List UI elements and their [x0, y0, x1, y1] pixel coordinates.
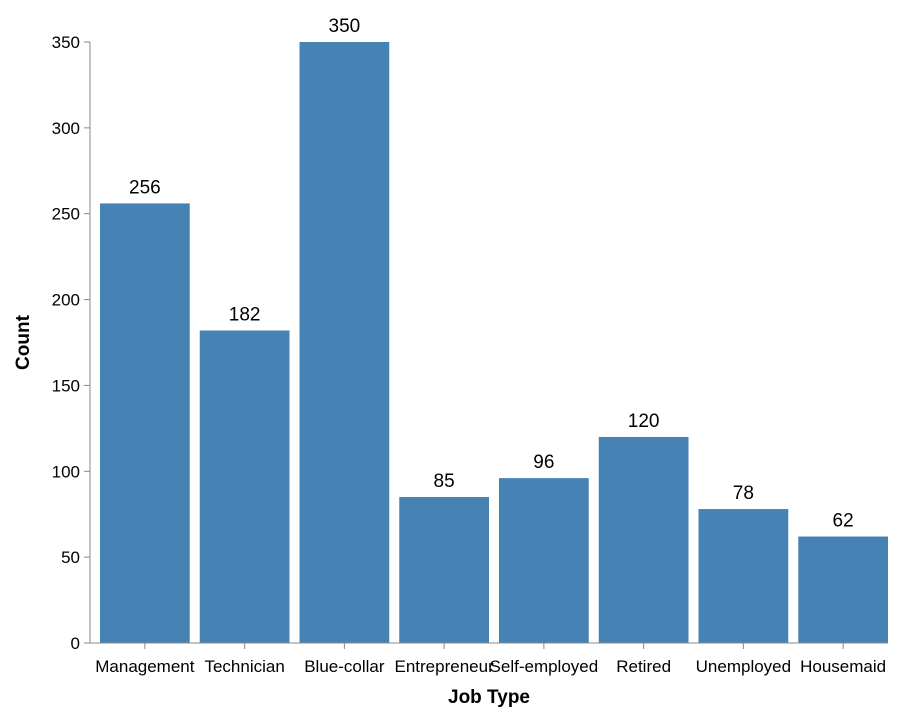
x-tick-label: Unemployed: [696, 657, 791, 676]
y-tick-label: 200: [52, 291, 80, 310]
bar-retired: [598, 436, 689, 643]
x-tick-label: Housemaid: [800, 657, 886, 676]
x-axis-title: Job Type: [448, 687, 530, 708]
data-label: 182: [229, 304, 261, 325]
x-tick-label: Retired: [616, 657, 671, 676]
bar-entrepreneur: [399, 497, 489, 643]
data-label: 85: [434, 471, 455, 492]
y-tick-label: 100: [52, 462, 80, 481]
data-label: 78: [733, 483, 754, 504]
y-tick-label: 350: [52, 33, 80, 52]
x-tick-label: Technician: [204, 657, 284, 676]
data-label: 350: [329, 16, 361, 37]
bars-group: [100, 42, 888, 643]
bar-technician: [199, 330, 290, 643]
bar-blue-collar: [299, 42, 390, 643]
y-tick-label: 300: [52, 119, 80, 138]
y-axis-title: Count: [13, 314, 34, 370]
data-label: 256: [129, 177, 161, 198]
bar-housemaid: [798, 536, 888, 643]
x-tick-label: Blue-collar: [304, 657, 385, 676]
data-label: 120: [628, 411, 660, 432]
data-label: 62: [833, 511, 854, 532]
bar-unemployed: [698, 509, 789, 643]
bar-self-employed: [499, 478, 589, 643]
y-tick-label: 150: [52, 376, 80, 395]
data-labels-group: 256 182 350 85 96 120 78 62: [129, 16, 854, 532]
data-label: 96: [533, 452, 554, 473]
bar-management: [100, 203, 190, 643]
x-tick-label: Management: [95, 657, 195, 676]
x-axis: Management Technician Blue-collar Entrepren…: [90, 642, 888, 676]
y-tick-label: 0: [71, 634, 80, 653]
x-tick-label: Self-employed: [490, 657, 599, 676]
y-tick-label: 250: [52, 205, 80, 224]
y-tick-label: 50: [61, 548, 80, 567]
y-axis: 0 50 100 150 200 250 300 350: [52, 33, 91, 653]
x-tick-label: Entrepreneur: [395, 657, 495, 676]
